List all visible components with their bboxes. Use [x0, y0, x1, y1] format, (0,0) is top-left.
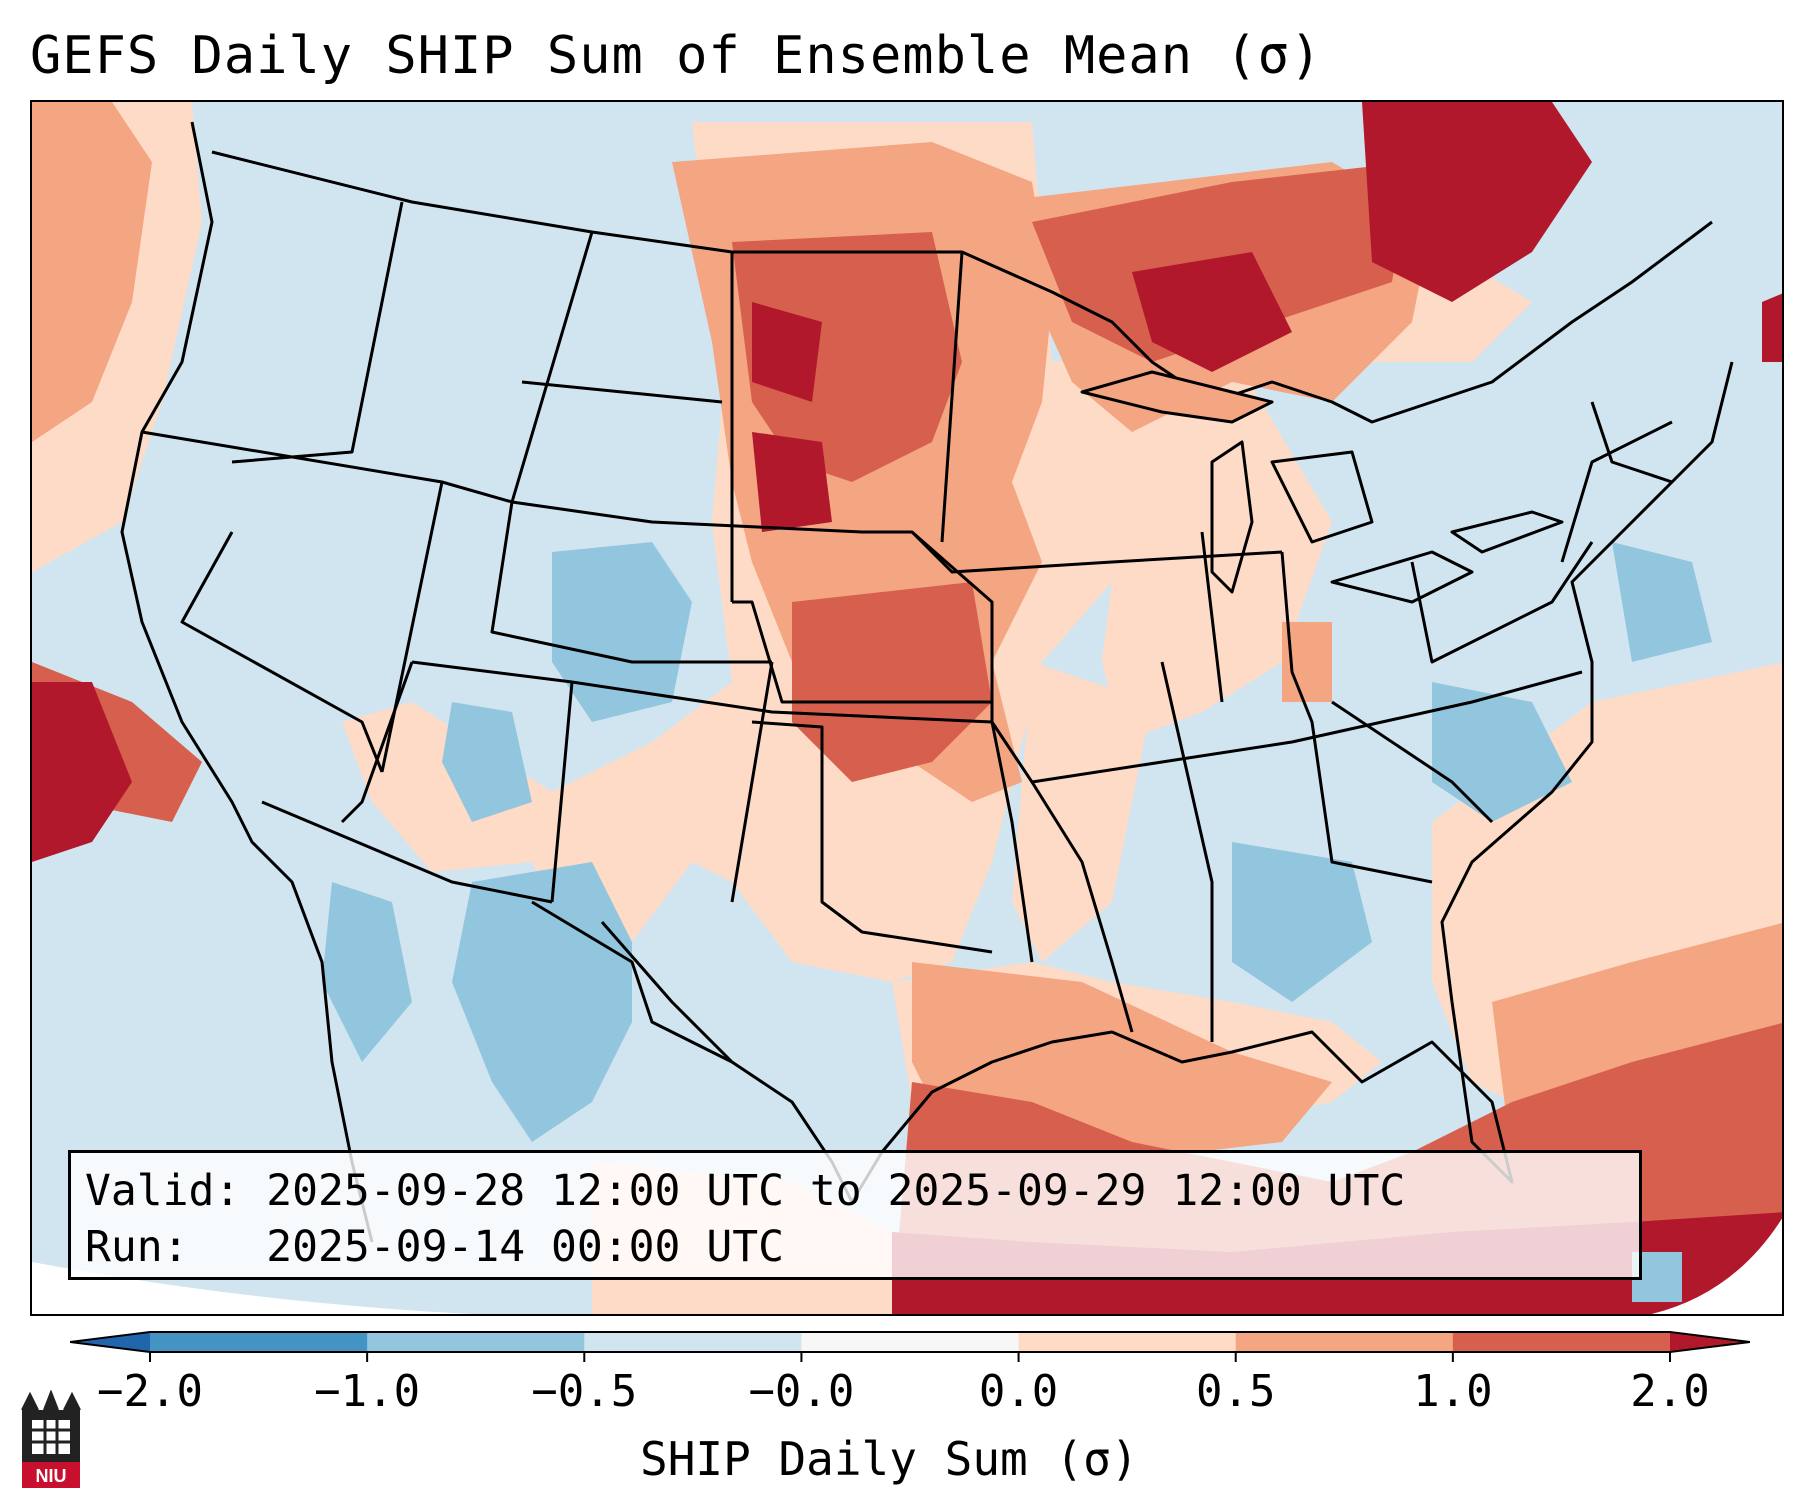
- run-label: Run:: [85, 1222, 189, 1272]
- political-boundaries: [120, 121, 1734, 1243]
- colorbar: [70, 1331, 1750, 1362]
- projection-edge: [32, 1262, 473, 1314]
- niu-logo: NIU: [21, 1390, 81, 1488]
- colorbar-under-extension: [70, 1332, 150, 1352]
- colorbar-over-extension: [1670, 1332, 1750, 1352]
- map-panel: Valid: 2025-09-28 12:00 UTC to 2025-09-2…: [30, 100, 1784, 1316]
- colorbar-bin: [1018, 1332, 1237, 1352]
- map-title: GEFS Daily SHIP Sum of Ensemble Mean (σ): [30, 26, 1323, 86]
- colorbar-tick-label: −1.0: [314, 1366, 421, 1417]
- colorbar-bin: [1452, 1332, 1671, 1352]
- run-time: 2025-09-14 00:00 UTC: [266, 1222, 784, 1272]
- colorbar-tick-label: −0.5: [531, 1366, 638, 1417]
- niu-logo-text: NIU: [36, 1466, 67, 1486]
- colorbar-tick-label: 1.0: [1413, 1366, 1493, 1417]
- colorbar-tick-label: −0.0: [748, 1366, 855, 1417]
- anomaly-field-moderate-negative: [322, 542, 1712, 1302]
- colorbar-label: SHIP Daily Sum (σ): [640, 1432, 1139, 1486]
- colorbar-bin: [150, 1332, 368, 1352]
- valid-label: Valid:: [85, 1166, 241, 1216]
- valid-range: 2025-09-28 12:00 UTC to 2025-09-29 12:00…: [266, 1166, 1406, 1216]
- colorbar-bin: [801, 1332, 1020, 1352]
- colorbar-bin: [367, 1332, 585, 1352]
- colorbar-tick-label: 0.5: [1195, 1366, 1276, 1417]
- ship-anomaly-map: [32, 102, 1782, 1314]
- colorbar-tick-label: −2.0: [97, 1366, 203, 1417]
- colorbar-tick-label: 2.0: [1630, 1366, 1710, 1417]
- info-box: Valid: 2025-09-28 12:00 UTC to 2025-09-2…: [68, 1150, 1642, 1280]
- colorbar-tick-label: 0.0: [978, 1366, 1059, 1417]
- colorbar-bin: [584, 1332, 802, 1352]
- colorbar-bin: [1235, 1332, 1454, 1352]
